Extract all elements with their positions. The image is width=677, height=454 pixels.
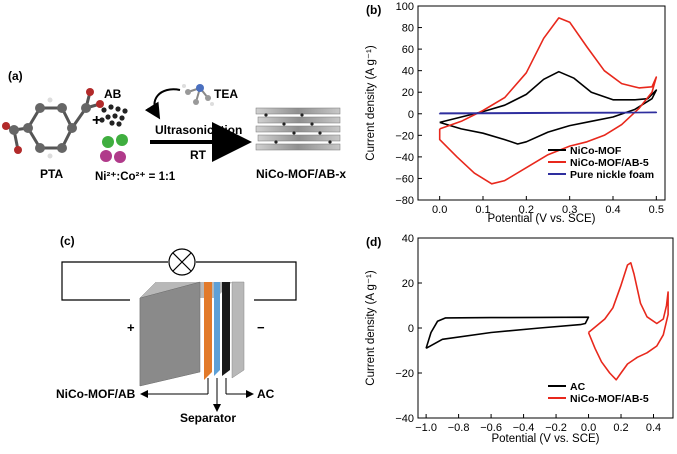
- panel-c-label: (c): [60, 234, 75, 248]
- chart-b-series-2: [438, 111, 658, 115]
- left-plate: [139, 281, 201, 387]
- chart-b-legend-label: NiCo-MOF/AB-5: [570, 157, 649, 169]
- chart-b-xtick-label: 0.3: [562, 204, 577, 216]
- chart-b-xtick-label: 0.0: [432, 204, 447, 216]
- chart-d-ytick-label: −20: [395, 368, 414, 380]
- chart-d-xtick-label: −0.6: [480, 422, 502, 434]
- chart-b-frame: [417, 5, 666, 201]
- chart-d-ytick-label: 20: [402, 278, 414, 290]
- chart-d-ytick-label: 40: [402, 233, 414, 245]
- chart-b-ytick-label: −20: [395, 130, 414, 142]
- chart-d-xtick-label: 0.2: [613, 422, 628, 434]
- mof-stack-icon: [255, 107, 341, 151]
- chart-b-ytick-label: 60: [402, 44, 414, 56]
- separator-layer: [214, 282, 220, 376]
- left-electrode-label: NiCo-MOF/AB: [56, 387, 136, 401]
- chart-d-xtick-label: 0.4: [646, 422, 661, 434]
- ab-particles-icon: [99, 104, 128, 127]
- panel-c: (c) + − NiCo-MOF/AB Separator AC: [56, 234, 297, 425]
- chart-b-xlabel: Potential (V vs. SCE): [487, 213, 595, 225]
- anode-layer: [222, 282, 230, 376]
- chart-b-ytick-label: −60: [395, 173, 414, 185]
- chart-d-xtick-label: −1.0: [415, 422, 437, 434]
- cathode-layer: [204, 282, 212, 380]
- chart-b-legend-label: NiCo-MOF: [570, 145, 622, 157]
- chart-d-legend-label: AC: [570, 381, 586, 393]
- chart-d-series-0: [425, 316, 590, 350]
- chart-b-ytick-label: 100: [396, 1, 414, 13]
- right-plate: [231, 281, 245, 379]
- chart-d-panel-label: (d): [366, 235, 381, 249]
- chart-b-ylabel: Current density (A g⁻¹): [365, 45, 377, 161]
- chart-d-xtick-label: 0.0: [581, 422, 596, 434]
- chart-b-ytick-label: 40: [402, 66, 414, 78]
- right-electrode-label: AC: [257, 387, 275, 401]
- lamp-icon: [168, 248, 196, 276]
- chart-d-ytick-label: 0: [408, 323, 414, 335]
- pta-label: PTA: [40, 167, 63, 181]
- chart-d: (d) −1.0 −0.8 −0.6 −0.4 −0.2 0.0 0.2 0.4 −40 −20 0 2…: [365, 233, 674, 445]
- ab-label: AB: [104, 87, 122, 101]
- chart-b-ytick-label: −80: [395, 195, 414, 207]
- chart-d-ylabel: Current density (A g⁻¹): [365, 270, 377, 386]
- panel-a: (a): [2, 69, 346, 183]
- arrow-bottom-label: RT: [190, 148, 207, 162]
- chart-b-ytick-label: −40: [395, 152, 414, 164]
- minus-terminal: −: [257, 320, 265, 335]
- chart-b-xtick-label: 0.4: [605, 204, 620, 216]
- chart-b-ytick-label: 0: [408, 109, 414, 121]
- chart-b-ytick-label: 80: [402, 23, 414, 35]
- chart-d-legend-label: NiCo-MOF/AB-5: [570, 393, 649, 405]
- circuit-wire-right: [196, 261, 297, 301]
- pta-molecule-icon: [5, 91, 101, 151]
- chart-b-legend-label: Pure nickle foam: [570, 169, 654, 181]
- chart-d-xlabel: Potential (V vs. SCE): [491, 433, 599, 445]
- ni-co-ratio-label: Ni²⁺:Co²⁺ = 1:1: [95, 171, 176, 183]
- circuit-wire-left: [61, 261, 168, 301]
- chart-d-series-1: [587, 261, 669, 381]
- tea-molecule-icon: [182, 84, 214, 106]
- chart-b-series-1: [438, 17, 658, 185]
- chart-d-ytick-label: −40: [395, 413, 414, 425]
- product-label: NiCo-MOF/AB-x: [256, 167, 346, 181]
- chart-b-panel-label: (b): [366, 3, 381, 17]
- plus-sign: +: [92, 112, 101, 129]
- chart-d-xtick-label: −0.8: [448, 422, 470, 434]
- chart-b-xtick-label: 0.2: [519, 204, 534, 216]
- chart-b-ytick-label: 20: [402, 87, 414, 99]
- panel-a-label: (a): [8, 69, 23, 83]
- separator-label: Separator: [180, 411, 236, 425]
- arrow-top-label: Ultrasonication: [155, 123, 242, 137]
- metal-ions-icon: [100, 134, 128, 163]
- chart-b-xtick-label: 0.5: [649, 204, 664, 216]
- cell-layers: [139, 281, 245, 387]
- chart-d-xtick-label: −0.2: [545, 422, 567, 434]
- plus-terminal: +: [127, 320, 135, 335]
- chart-b-series-0: [439, 70, 658, 145]
- tea-label: TEA: [214, 87, 238, 101]
- pta-atoms: [2, 88, 104, 159]
- curved-arrow-icon: [144, 88, 181, 120]
- chart-b-xtick-label: 0.1: [475, 204, 490, 216]
- chart-d-xtick-label: −0.4: [513, 422, 535, 434]
- chart-b: (b) 0.0 0.1 0.2 0.3 0.4 0.5 −80 −60 −40 −20 0 20 40 60…: [365, 1, 666, 225]
